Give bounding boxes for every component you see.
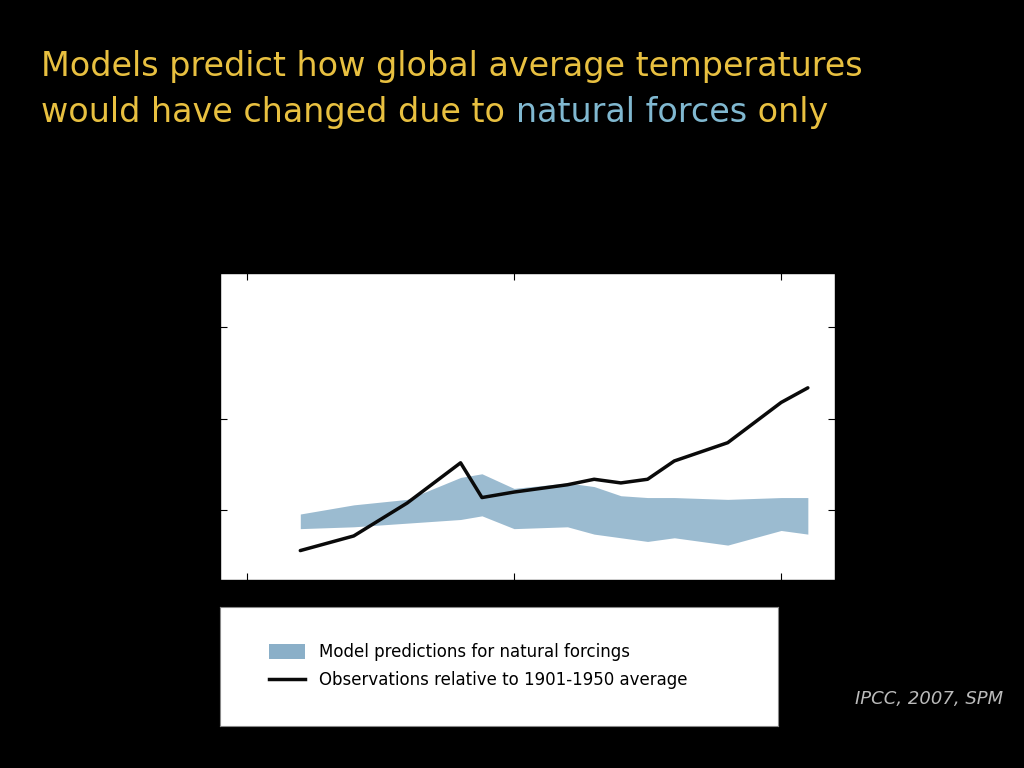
- Text: only: only: [746, 96, 828, 129]
- Text: natural forces: natural forces: [516, 96, 746, 129]
- Text: Models predict how global average temperatures: Models predict how global average temper…: [41, 50, 862, 83]
- Text: IPCC, 2007, SPM: IPCC, 2007, SPM: [855, 690, 1004, 708]
- Text: would have changed due to: would have changed due to: [41, 96, 516, 129]
- Legend: Model predictions for natural forcings, Observations relative to 1901-1950 avera: Model predictions for natural forcings, …: [262, 637, 694, 696]
- Y-axis label: Temperature anomaly (°C): Temperature anomaly (°C): [163, 316, 180, 536]
